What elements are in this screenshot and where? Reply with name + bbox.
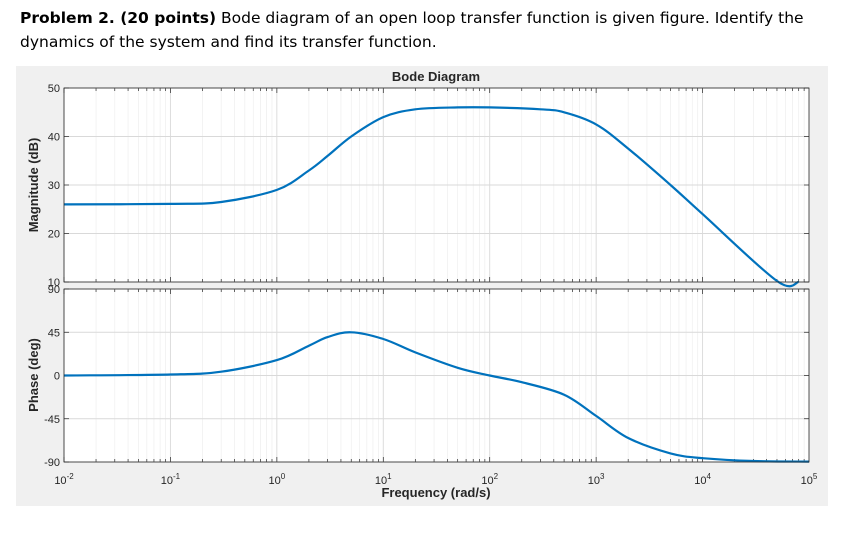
- magnitude-y-tick-label: 30: [48, 180, 60, 192]
- label-layer: 10 20 30 40 50 -90 -45 0 45 90 10-2 10-1 100 101 102 10…: [44, 83, 818, 487]
- phase-y-tick-label: 45: [48, 327, 60, 339]
- magnitude-y-tick-label: 50: [48, 83, 60, 95]
- bode-diagram: 10 20 30 40 50 -90 -45 0 45 90 10-2 10-1 100 101 102 10…: [26, 69, 818, 500]
- magnitude-y-tick-label: 10: [48, 277, 60, 289]
- magnitude-curve: [63, 106, 799, 288]
- phase-y-tick-label: -90: [44, 457, 60, 469]
- x-tick-label: 10-1: [161, 472, 181, 487]
- magnitude-axes-frame: [63, 87, 810, 283]
- x-tick-label: 10-2: [54, 472, 74, 487]
- x-tick-label: 103: [588, 472, 605, 487]
- problem-statement: Problem 2. (20 points) Bode diagram of a…: [20, 6, 850, 54]
- phase-y-tick-label: -45: [44, 414, 60, 426]
- chart-title: Bode Diagram: [392, 69, 480, 84]
- phase-curve: [63, 331, 810, 463]
- bode-figure: 10 20 30 40 50 -90 -45 0 45 90 10-2 10-1 100 101 102 10…: [16, 66, 828, 506]
- phase-y-label: Phase (deg): [26, 338, 41, 412]
- x-tick-label: 102: [481, 472, 498, 487]
- x-axis-label: Frequency (rad/s): [381, 485, 490, 500]
- x-tick-label: 101: [375, 472, 392, 487]
- curve-layer: [63, 106, 810, 463]
- phase-y-tick-label: 90: [48, 284, 60, 296]
- phase-y-tick-label: 0: [54, 371, 60, 383]
- x-tick-label: 105: [801, 472, 818, 487]
- x-tick-label: 100: [269, 472, 286, 487]
- magnitude-y-tick-label: 40: [48, 132, 60, 144]
- magnitude-y-tick-label: 20: [48, 229, 60, 241]
- phase-axes-frame: [63, 288, 810, 463]
- problem-text: Bode diagram of an open loop transfer fu…: [20, 9, 804, 51]
- problem-label: Problem 2. (20 points): [20, 9, 217, 27]
- magnitude-y-label: Magnitude (dB): [26, 138, 41, 233]
- x-tick-label: 104: [694, 472, 711, 487]
